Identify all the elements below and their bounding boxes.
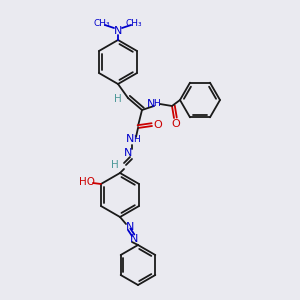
Text: H: H <box>154 100 160 109</box>
Text: N: N <box>124 148 132 158</box>
Text: O: O <box>172 119 180 129</box>
Text: N: N <box>126 222 134 232</box>
Text: CH₃: CH₃ <box>126 19 142 28</box>
Text: N: N <box>147 99 155 109</box>
Text: H: H <box>133 134 140 143</box>
Text: CH₃: CH₃ <box>94 19 110 28</box>
Text: HO: HO <box>79 177 95 187</box>
Text: N: N <box>130 234 138 244</box>
Text: O: O <box>154 120 162 130</box>
Text: N: N <box>126 134 134 144</box>
Text: H: H <box>114 94 122 104</box>
Text: N: N <box>114 26 122 36</box>
Text: H: H <box>111 160 119 170</box>
